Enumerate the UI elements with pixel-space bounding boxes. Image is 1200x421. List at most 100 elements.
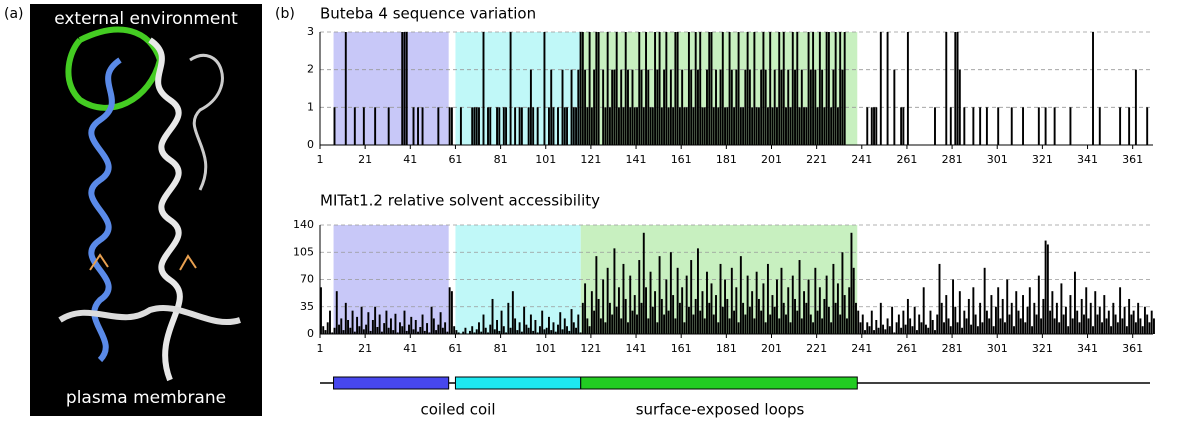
bar [841,69,844,145]
bar [514,107,517,145]
bar [934,330,936,334]
bar [1067,326,1070,334]
bar [1083,314,1085,334]
bar [825,32,828,145]
bar [575,327,578,334]
bar [1123,306,1126,334]
bar [1105,318,1108,334]
bar [437,107,440,145]
bar [683,322,686,334]
bar [1103,295,1106,334]
bar [751,291,754,334]
bar [349,327,352,334]
bar [796,310,799,334]
bar [471,326,474,334]
x-tick-label: 221 [806,153,827,166]
bar [545,327,548,334]
bar [340,318,343,334]
bar [396,332,399,334]
bar [809,314,812,334]
bar [1141,326,1144,334]
bar [559,312,562,334]
bar [426,323,429,334]
bar [674,318,677,334]
bar [992,326,995,334]
bar [611,69,614,145]
bar [387,327,390,334]
bar [735,287,738,334]
bar [728,318,731,334]
bar [719,69,722,145]
bar [1089,302,1092,334]
bar [491,298,494,334]
bar [902,107,905,145]
bar [563,318,566,334]
bar [557,107,559,145]
bar [478,322,480,334]
bar [748,69,751,145]
bar [654,291,657,334]
bar [776,107,778,145]
bar [911,326,914,334]
bar [1134,322,1137,334]
bar [742,302,745,334]
bar [631,310,634,334]
bar [674,32,677,145]
bar [997,107,1000,145]
bar [852,267,855,334]
bar [617,287,620,334]
structure-drawing [58,26,241,382]
bar [514,318,517,334]
bar [994,306,997,334]
bar [552,322,555,334]
bar [834,32,837,145]
bar [408,324,410,334]
bar [509,32,512,145]
bar [746,32,749,145]
bar [421,107,424,145]
bar [961,327,964,334]
bar [886,32,889,145]
bar [943,322,945,334]
y-tick-label: 0 [307,327,314,340]
bar [651,306,654,334]
bar [721,306,724,334]
bar [570,309,573,334]
bar [649,271,652,334]
bar [726,107,729,145]
bar [915,330,918,334]
bar [875,107,878,145]
bar [821,69,824,145]
bar [496,107,499,145]
bar [534,319,537,334]
bar [516,330,519,334]
bar [656,322,659,334]
x-tick-label: 361 [1122,153,1143,166]
bar [417,107,419,145]
bar [489,324,492,334]
bar [776,279,778,334]
bar [699,32,702,145]
bar [527,327,530,334]
bar [687,306,690,334]
bar [766,263,769,334]
bar [909,318,912,334]
bar [1085,287,1088,334]
bar [963,310,966,334]
bar [789,107,792,145]
bar [769,314,772,334]
bar [586,107,589,145]
bar [417,331,419,334]
bar [1024,322,1027,334]
bar [575,107,578,145]
bar [326,322,329,334]
bar [399,322,401,334]
bar [403,32,406,145]
bar [475,329,478,334]
x-tick-label: 41 [403,153,417,166]
region [333,32,449,145]
bar [988,318,991,334]
bar [615,32,618,145]
bar [843,32,846,145]
